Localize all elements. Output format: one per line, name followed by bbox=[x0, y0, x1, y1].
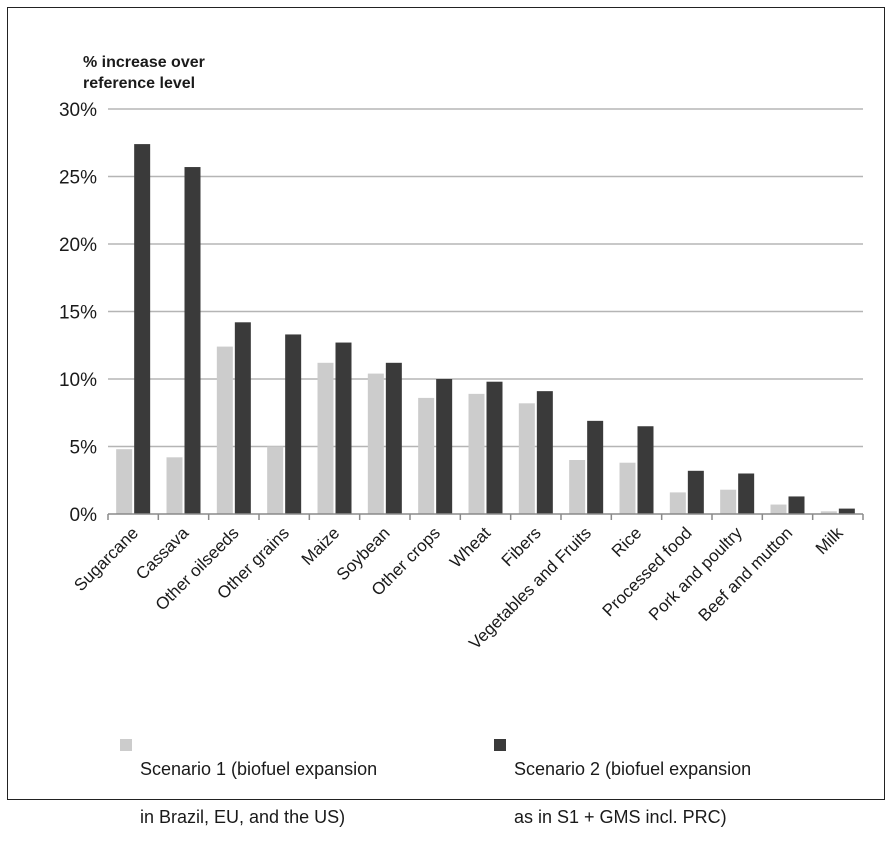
bar-scenario-2 bbox=[184, 167, 201, 515]
y-tick-label: 10% bbox=[59, 370, 97, 391]
y-tick-labels: 0% 5% 10% 15% 20% 25% 30% bbox=[59, 100, 97, 526]
y-tick-label: 0% bbox=[70, 505, 98, 526]
legend-label-scenario-2: Scenario 2 (biofuel expansion as in S1 +… bbox=[514, 733, 834, 853]
bar-scenario-2 bbox=[134, 144, 151, 514]
bar-scenario-1 bbox=[669, 492, 686, 514]
bar-scenario-1 bbox=[770, 504, 787, 514]
legend-label-scenario-1-line1: Scenario 1 (biofuel expansion bbox=[140, 759, 378, 779]
bar-scenario-2 bbox=[838, 508, 855, 514]
bar-scenario-1 bbox=[418, 397, 435, 514]
legend-label-scenario-2-line2: as in S1 + GMS incl. PRC) bbox=[514, 807, 727, 827]
bar-chart: 0% 5% 10% 15% 20% 25% 30% SugarcaneCassavaOthe… bbox=[59, 100, 864, 653]
bar-scenario-1 bbox=[518, 403, 535, 514]
bar-scenario-2 bbox=[385, 362, 402, 514]
x-tick-label: Rice bbox=[608, 523, 645, 560]
bar-scenario-2 bbox=[738, 473, 755, 514]
bar-scenario-2 bbox=[637, 426, 654, 514]
axes bbox=[107, 513, 864, 520]
legend-label-scenario-2-line1: Scenario 2 (biofuel expansion bbox=[514, 759, 752, 779]
y-axis-label: % increase over reference level bbox=[83, 52, 303, 94]
bar-scenario-2 bbox=[285, 334, 302, 514]
x-tick-label: Processed food bbox=[599, 523, 696, 620]
y-tick-label: 15% bbox=[59, 303, 97, 324]
bar-scenario-2 bbox=[335, 342, 352, 514]
bar-scenario-1 bbox=[267, 446, 284, 514]
y-tick-label: 25% bbox=[59, 168, 97, 189]
bar-scenario-2 bbox=[234, 322, 251, 514]
x-tick-label: Beef and mutton bbox=[695, 523, 797, 625]
legend-label-scenario-1-line2: in Brazil, EU, and the US) bbox=[140, 807, 346, 827]
bar-scenario-1 bbox=[367, 373, 384, 514]
bars bbox=[116, 144, 855, 515]
y-tick-label: 20% bbox=[59, 235, 97, 256]
bar-scenario-1 bbox=[216, 346, 233, 514]
bar-scenario-1 bbox=[317, 362, 334, 514]
x-tick-label: Maize bbox=[298, 523, 344, 569]
y-axis-label-line2: reference level bbox=[83, 75, 196, 92]
legend-swatch-scenario-1 bbox=[120, 739, 132, 751]
bar-scenario-2 bbox=[536, 391, 553, 514]
x-tick-label: Wheat bbox=[446, 523, 494, 571]
bar-scenario-1 bbox=[720, 489, 737, 514]
bar-scenario-2 bbox=[486, 381, 503, 514]
bar-scenario-1 bbox=[166, 457, 183, 514]
y-axis-label-line1: % increase over bbox=[83, 54, 205, 71]
bar-scenario-2 bbox=[587, 420, 604, 514]
gridlines bbox=[108, 108, 863, 448]
legend-swatch-scenario-2 bbox=[494, 739, 506, 751]
y-tick-label: 30% bbox=[59, 100, 97, 121]
x-tick-label: Fibers bbox=[498, 523, 545, 570]
bar-scenario-1 bbox=[569, 460, 586, 514]
bar-scenario-1 bbox=[820, 511, 837, 514]
y-tick-label: 5% bbox=[70, 438, 98, 459]
x-tick-label: Milk bbox=[812, 523, 847, 558]
x-tick-label: Sugarcane bbox=[70, 523, 142, 595]
bar-scenario-1 bbox=[468, 393, 485, 514]
bar-scenario-2 bbox=[687, 470, 704, 514]
x-tick-label: Pork and poultry bbox=[645, 523, 746, 624]
bar-scenario-2 bbox=[788, 496, 805, 514]
legend-label-scenario-1: Scenario 1 (biofuel expansion in Brazil,… bbox=[140, 733, 460, 853]
bar-scenario-2 bbox=[436, 379, 453, 514]
bar-scenario-1 bbox=[619, 462, 636, 514]
bar-scenario-1 bbox=[116, 449, 133, 514]
